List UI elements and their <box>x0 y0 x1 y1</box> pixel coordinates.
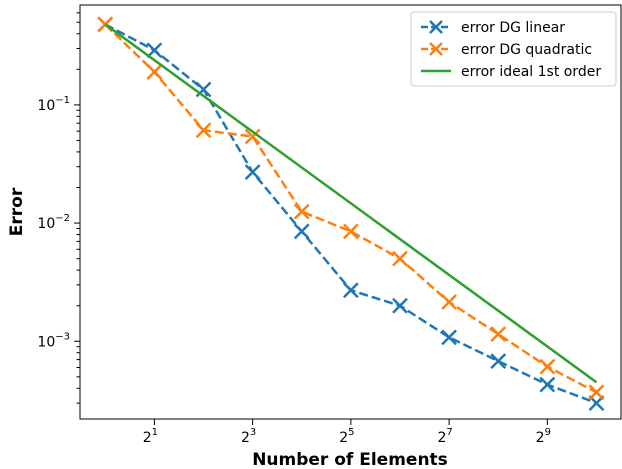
data-point-s1-8 <box>441 329 457 346</box>
data-point-s1-3 <box>195 81 212 98</box>
series-line-3 <box>104 23 598 384</box>
legend-label-1: error DG linear <box>461 20 565 36</box>
data-point-s2-3 <box>195 122 212 139</box>
data-point-s1-2 <box>146 42 163 59</box>
legend-marker-2 <box>429 42 443 56</box>
axis-ticks: 10−1 10−2 10−3 21 23 25 27 29 <box>37 12 551 446</box>
data-point-s1-9 <box>490 353 507 369</box>
legend: error DG linear error DG quadratic error i… <box>410 11 617 87</box>
x-tick-label-1: 21 <box>143 427 158 446</box>
data-point-s2-2 <box>146 64 163 80</box>
data-point-s2-4 <box>244 128 261 145</box>
data-point-s2-8 <box>441 294 457 310</box>
y-tick-label-2: 10−2 <box>37 213 70 232</box>
data-point-s1-5 <box>293 223 310 240</box>
data-point-s2-6 <box>342 223 359 240</box>
y-axis-label: Error <box>7 187 27 236</box>
legend-label-3: error ideal 1st order <box>461 64 601 80</box>
y-tick-label-3: 10−3 <box>37 331 70 350</box>
data-point-s2-5 <box>293 203 310 220</box>
x-axis-label: Number of Elements <box>252 450 448 469</box>
chart-marks <box>97 16 605 411</box>
y-tick-label-1: 10−1 <box>37 95 70 114</box>
x-tick-label-4: 27 <box>437 427 452 446</box>
x-tick-label-3: 25 <box>339 427 354 446</box>
x-tick-label-2: 23 <box>241 427 256 446</box>
data-point-s2-11 <box>588 384 605 401</box>
x-tick-label-5: 29 <box>536 427 551 446</box>
data-point-s2-7 <box>392 250 408 267</box>
data-point-s1-4 <box>244 164 261 180</box>
data-point-s1-6 <box>342 282 359 299</box>
data-point-s2-10 <box>539 358 556 375</box>
series-line-2 <box>104 23 598 394</box>
data-point-s1-10 <box>539 376 556 393</box>
data-point-s2-9 <box>490 326 507 342</box>
legend-marker-1 <box>429 20 443 34</box>
data-point-s1-7 <box>392 297 408 314</box>
legend-box <box>410 11 617 87</box>
legend-label-2: error DG quadratic <box>461 42 592 58</box>
